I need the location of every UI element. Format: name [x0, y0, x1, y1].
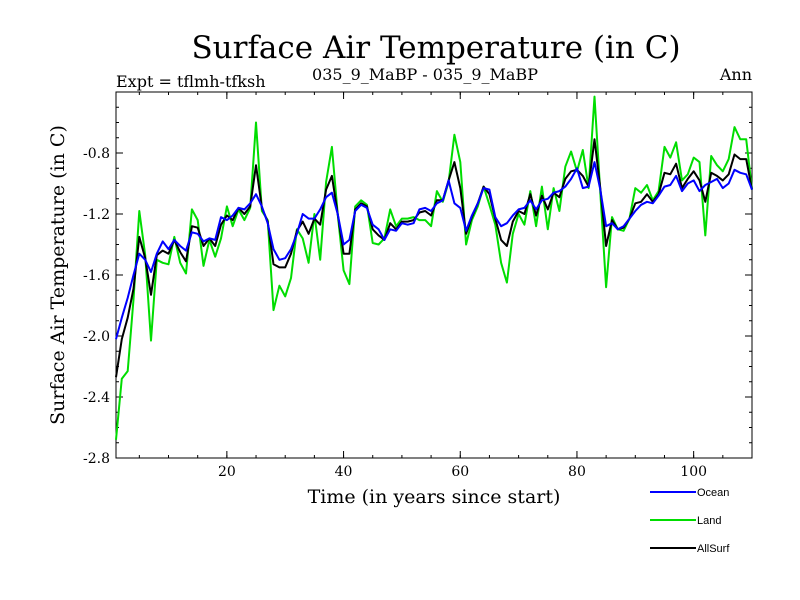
y-tick-label: -2.8 [83, 451, 110, 467]
y-minor-ticks [116, 91, 753, 459]
x-tick-label: 20 [218, 464, 236, 480]
y-axis-ticks: -2.8 -2.4 -2.0 -1.6 -1.2 -0.8 [83, 146, 752, 467]
y-tick-label: -2.0 [83, 329, 110, 345]
x-tick-label: 40 [335, 464, 353, 480]
x-tick-label: 80 [568, 464, 586, 480]
chart-subtitle-left: Expt = tflmh-tfksh [116, 72, 266, 91]
x-axis-ticks: 20 40 60 80 100 [218, 92, 707, 480]
legend-label-allsurf: AllSurf [697, 543, 730, 555]
y-tick-label: -2.4 [83, 390, 110, 406]
y-axis-label: Surface Air Temperature (in C) [47, 125, 69, 425]
y-tick-label: -1.2 [83, 207, 110, 223]
y-tick-label: -1.6 [83, 268, 110, 284]
x-tick-label: 60 [451, 464, 469, 480]
series-line-land [115, 95, 753, 440]
chart-subtitle-right: Ann [719, 65, 752, 84]
series-lines [115, 95, 753, 440]
legend-label-land: Land [697, 515, 721, 527]
legend: Ocean Land AllSurf [650, 487, 730, 555]
plot-area [115, 91, 753, 459]
chart-title: Surface Air Temperature (in C) [191, 30, 680, 66]
chart-subtitle-center: 035_9_MaBP - 035_9_MaBP [312, 65, 538, 84]
legend-label-ocean: Ocean [697, 487, 729, 499]
x-tick-label: 100 [680, 464, 707, 480]
y-tick-label: -0.8 [83, 146, 110, 162]
series-line-ocean [115, 161, 753, 340]
x-axis-label: Time (in years since start) [308, 486, 561, 508]
series-line-allsurf [115, 138, 753, 378]
